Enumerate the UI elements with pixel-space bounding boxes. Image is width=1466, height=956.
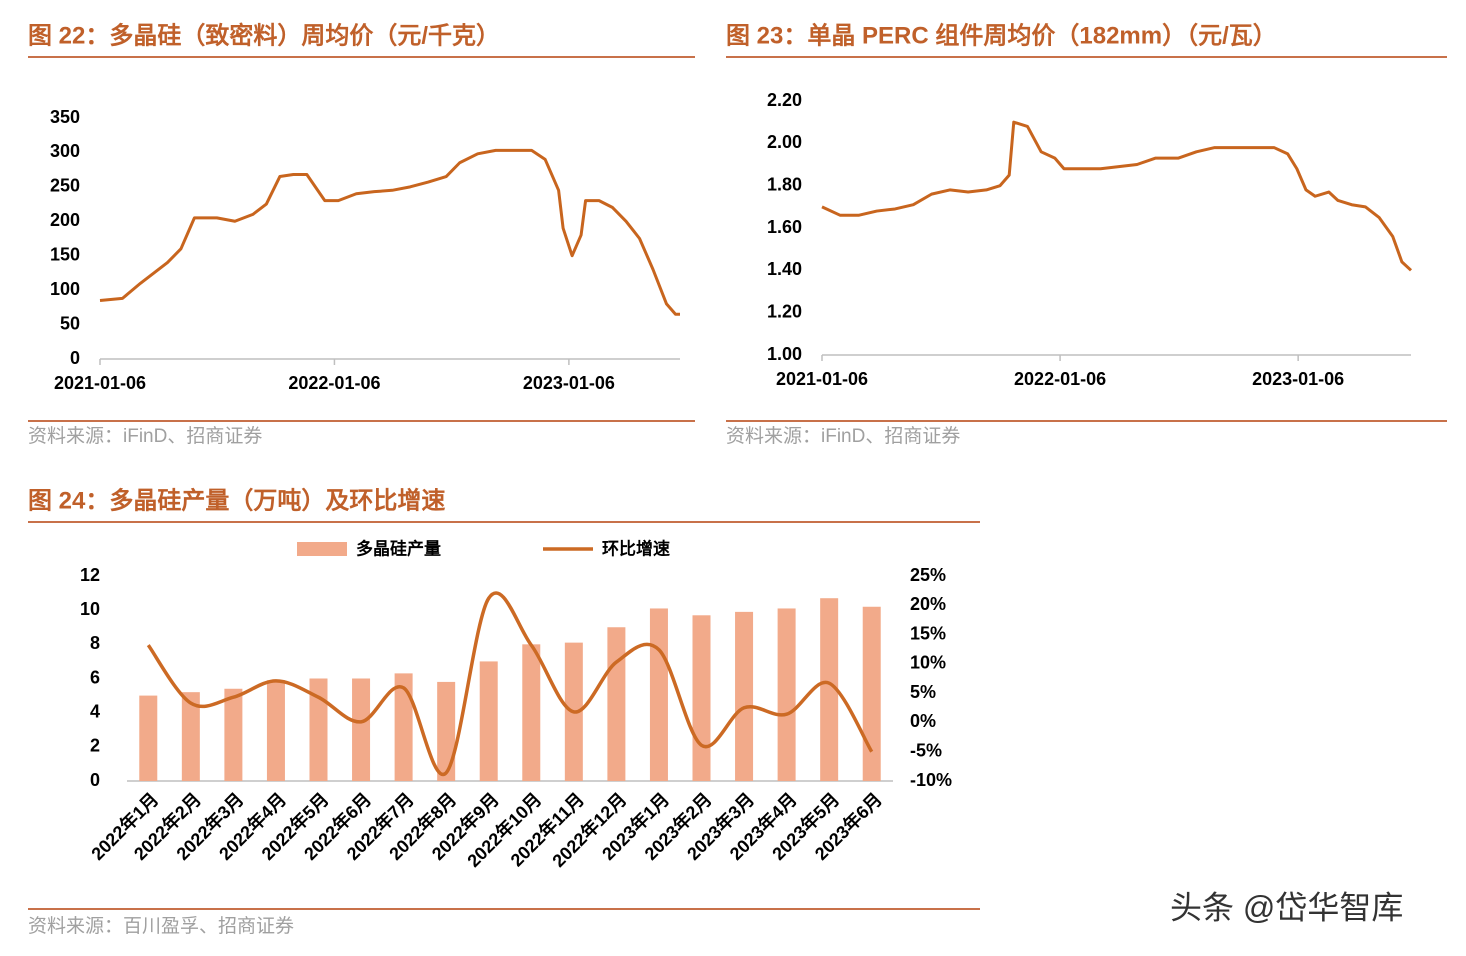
chart-title: 图 24：多晶硅产量（万吨）及环比增速: [28, 486, 445, 514]
y-tick-label: 150: [50, 244, 80, 264]
legend-swatch: [297, 542, 347, 556]
y-tick-label: 250: [50, 176, 80, 196]
y-tick-label: 2: [90, 736, 100, 756]
bar: [607, 627, 626, 781]
y-tick-label: 2.20: [767, 90, 802, 110]
y2-tick-label: 0%: [910, 711, 936, 731]
y2-tick-label: 20%: [910, 594, 946, 614]
watermark: 头条 @岱华智库: [1170, 889, 1403, 925]
bar: [224, 688, 243, 781]
growth-line: [146, 591, 874, 777]
price-line: [821, 120, 1413, 272]
bar: [479, 661, 498, 781]
chart-source: 资料来源：iFinD、招商证券: [726, 425, 960, 447]
chart-source: 资料来源：百川盈孚、招商证券: [28, 915, 294, 937]
y-tick-label: 200: [50, 210, 80, 230]
y-tick-label: 2.00: [767, 132, 802, 152]
bar: [266, 680, 285, 781]
y2-tick-label: 25%: [910, 565, 946, 585]
y2-tick-label: -10%: [910, 770, 952, 790]
y-tick-label: 50: [60, 313, 80, 333]
bar: [394, 673, 413, 781]
chart-title: 图 23：单晶 PERC 组件周均价（182mm）（元/瓦）: [726, 21, 1277, 49]
y-tick-label: 0: [70, 348, 80, 368]
y2-tick-label: -5%: [910, 740, 942, 760]
bar: [522, 644, 541, 781]
y-tick-label: 300: [50, 141, 80, 161]
y-tick-label: 6: [90, 667, 100, 687]
y-tick-label: 1.40: [767, 259, 802, 279]
x-tick-label: 2022-01-06: [288, 373, 380, 393]
chart-title: 图 22：多晶硅（致密料）周均价（元/千克）: [28, 21, 500, 49]
y-tick-label: 4: [90, 701, 100, 721]
bar: [649, 608, 668, 781]
y-tick-label: 1.80: [767, 174, 802, 194]
y-tick-label: 100: [50, 279, 80, 299]
bar: [139, 695, 158, 781]
y2-tick-label: 10%: [910, 653, 946, 673]
price-line: [99, 148, 680, 316]
y-tick-label: 12: [80, 565, 100, 585]
bar: [777, 608, 796, 781]
bar: [692, 615, 711, 781]
y-tick-label: 350: [50, 107, 80, 127]
y-tick-label: 8: [90, 633, 100, 653]
y-tick-label: 1.00: [767, 344, 802, 364]
x-tick-label: 2021-01-06: [54, 373, 146, 393]
x-tick-label: 2023-01-06: [1252, 369, 1344, 389]
bar: [820, 598, 839, 781]
bar: [862, 606, 881, 781]
bar: [181, 692, 200, 781]
x-tick-label: 2022-01-06: [1014, 369, 1106, 389]
y-tick-label: 0: [90, 770, 100, 790]
y2-tick-label: 5%: [910, 682, 936, 702]
bar: [437, 681, 456, 781]
bar: [352, 678, 371, 781]
y-tick-label: 1.20: [767, 301, 802, 321]
y-tick-label: 1.60: [767, 217, 802, 237]
legend-label: 环比增速: [602, 538, 670, 558]
legend-label: 多晶硅产量: [356, 538, 441, 558]
x-tick-label: 2023-01-06: [523, 373, 615, 393]
bar: [309, 678, 328, 781]
bar: [735, 611, 754, 781]
y2-tick-label: 15%: [910, 623, 946, 643]
y-tick-label: 10: [80, 599, 100, 619]
chart-source: 资料来源：iFinD、招商证券: [28, 425, 262, 447]
x-tick-label: 2021-01-06: [776, 369, 868, 389]
